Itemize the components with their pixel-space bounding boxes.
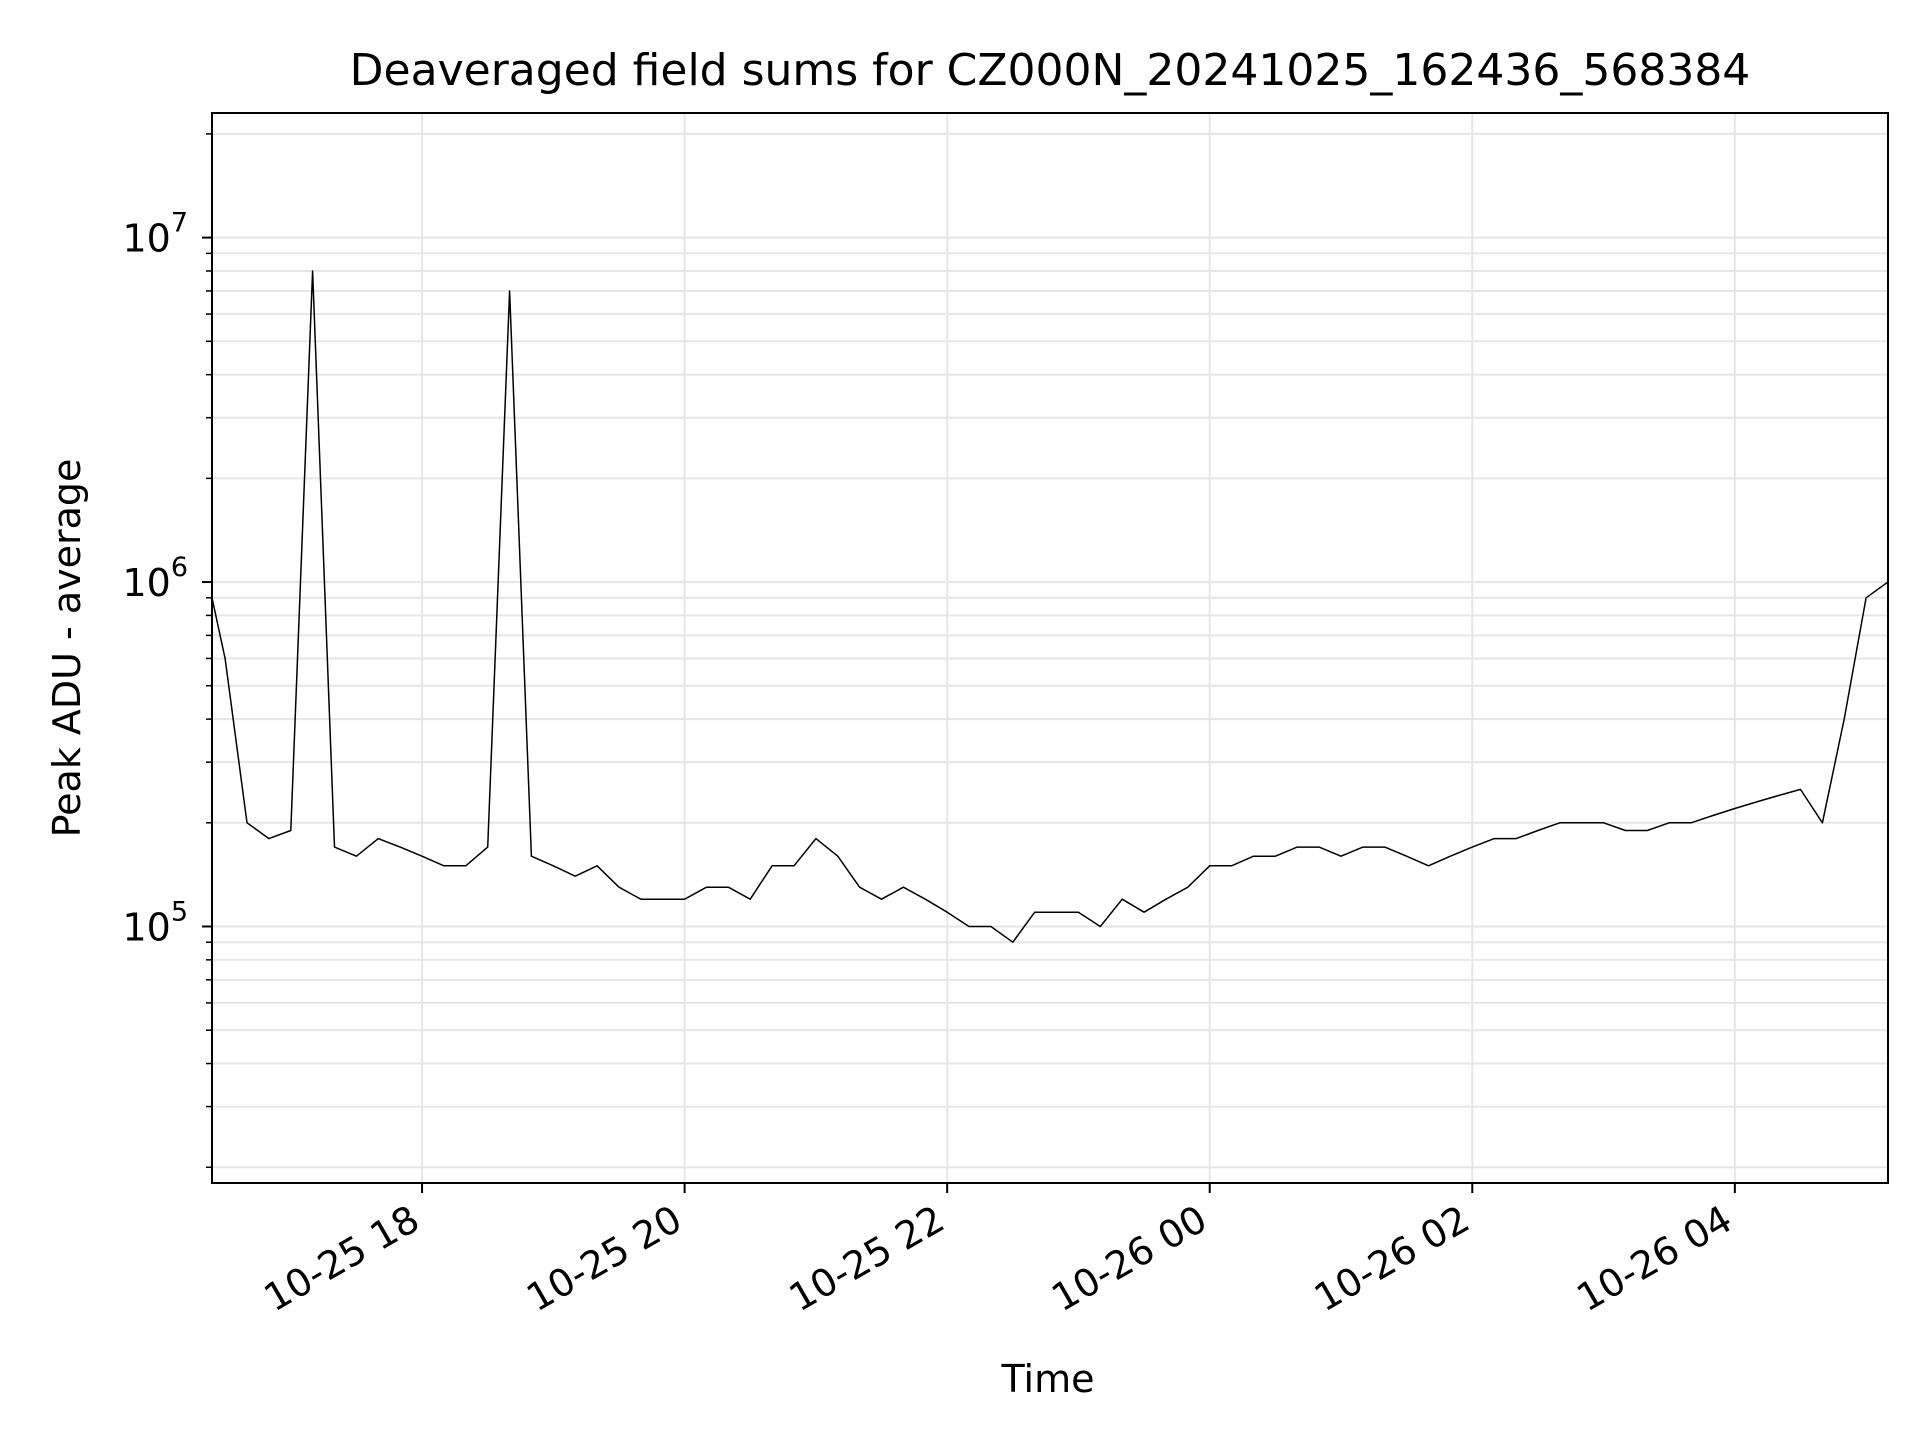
y-tick-label: 107 — [122, 208, 188, 261]
y-tick-label: 106 — [122, 552, 188, 605]
y-tick-label: 105 — [122, 896, 188, 949]
grid — [212, 113, 1888, 1183]
chart-title: Deaveraged field sums for CZ000N_2024102… — [350, 45, 1751, 96]
x-axis-label: Time — [1001, 1357, 1095, 1401]
y-axis-label: Peak ADU - average — [45, 459, 89, 838]
series-line — [212, 270, 1888, 943]
plot-frame — [211, 112, 1889, 1184]
series-layer — [212, 270, 1888, 943]
